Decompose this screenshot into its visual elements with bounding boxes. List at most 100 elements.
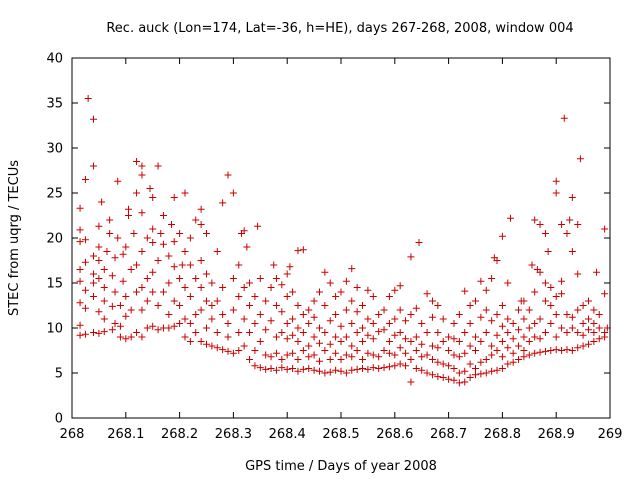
data-point: [219, 199, 227, 207]
data-point: [472, 297, 479, 305]
data-point: [283, 335, 291, 343]
data-point: [251, 320, 259, 327]
data-point: [359, 338, 367, 345]
data-point: [369, 293, 377, 300]
data-point: [531, 320, 539, 327]
data-point: [579, 342, 587, 350]
data-point: [127, 333, 135, 341]
data-point: [294, 338, 302, 345]
data-point: [283, 293, 291, 300]
data-point: [428, 356, 436, 363]
data-point: [332, 311, 340, 318]
data-point: [509, 320, 517, 327]
data-point: [138, 171, 146, 179]
data-point: [337, 322, 345, 330]
data-point: [504, 279, 512, 287]
data-point: [76, 321, 84, 329]
data-point: [369, 364, 377, 372]
data-point: [579, 320, 587, 327]
data-point: [593, 268, 601, 276]
data-point: [407, 338, 415, 345]
y-tick-label: 25: [46, 187, 63, 202]
data-point: [472, 333, 479, 341]
data-point: [601, 290, 609, 298]
data-point: [332, 349, 340, 357]
data-point: [498, 353, 506, 361]
data-point: [95, 222, 103, 230]
data-point: [369, 351, 377, 359]
data-point: [493, 347, 501, 354]
data-point: [455, 369, 463, 377]
data-point: [81, 258, 89, 266]
data-point: [407, 378, 415, 386]
data-point: [176, 302, 184, 309]
data-point: [203, 340, 210, 348]
data-point: [520, 333, 528, 341]
data-point: [506, 214, 514, 222]
data-point: [122, 335, 130, 343]
data-point: [461, 349, 469, 357]
data-point: [450, 365, 458, 372]
data-point: [143, 297, 151, 305]
data-point: [114, 177, 122, 185]
data-point: [326, 356, 334, 363]
data-point: [192, 216, 200, 224]
data-point: [251, 293, 259, 300]
data-point: [90, 162, 98, 170]
y-tick-label: 40: [46, 52, 63, 67]
data-point: [116, 302, 124, 309]
data-point: [133, 261, 141, 269]
data-point: [251, 347, 259, 354]
data-point: [536, 268, 544, 276]
data-point: [108, 272, 116, 280]
data-point: [353, 329, 361, 336]
data-point: [590, 320, 598, 327]
data-point: [332, 293, 340, 300]
data-point: [477, 313, 485, 321]
data-point: [391, 286, 399, 294]
data-point: [461, 287, 469, 295]
data-point: [515, 326, 523, 334]
data-point: [103, 248, 111, 255]
data-point: [321, 369, 329, 377]
data-point: [127, 266, 135, 273]
data-point: [95, 257, 103, 264]
data-point: [138, 333, 146, 341]
data-point: [208, 342, 216, 350]
data-point: [159, 240, 167, 248]
data-point: [254, 222, 262, 230]
data-point: [536, 335, 544, 343]
data-point: [455, 353, 463, 361]
data-point: [541, 279, 549, 287]
data-point: [186, 293, 194, 300]
data-point: [369, 335, 377, 343]
data-point: [423, 329, 431, 336]
data-point: [149, 322, 157, 330]
data-point: [186, 338, 194, 345]
data-point: [498, 365, 506, 372]
data-point: [461, 367, 469, 375]
data-point: [246, 356, 254, 363]
data-point: [170, 263, 178, 271]
data-point: [380, 306, 388, 314]
data-point: [380, 326, 388, 334]
data-point: [146, 185, 154, 192]
data-point: [305, 353, 313, 361]
data-point: [531, 216, 539, 224]
data-point: [547, 302, 555, 309]
data-point: [299, 329, 307, 336]
data-point: [81, 330, 89, 338]
data-point: [337, 288, 345, 296]
data-point: [434, 373, 442, 381]
data-point: [504, 360, 512, 368]
data-point: [108, 302, 116, 310]
x-tick-label: 268.6: [376, 427, 413, 442]
data-point: [359, 302, 367, 309]
data-point: [178, 261, 186, 269]
data-point: [601, 329, 609, 336]
data-point: [472, 347, 479, 354]
data-point: [203, 324, 210, 332]
data-point: [181, 189, 189, 197]
data-point: [488, 342, 496, 350]
data-point: [170, 297, 178, 305]
